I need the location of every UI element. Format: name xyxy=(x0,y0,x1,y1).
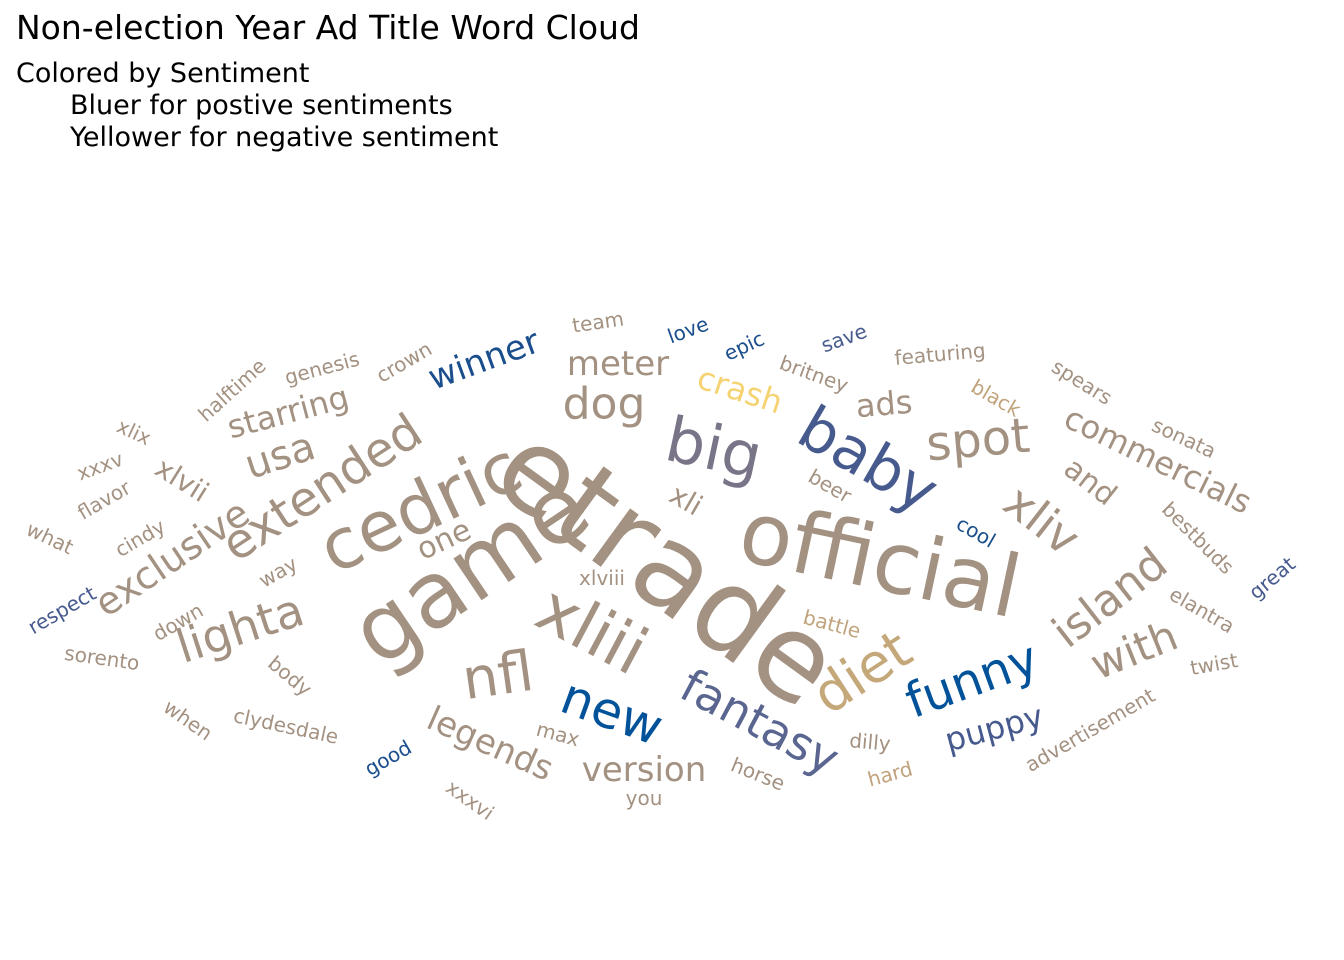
word-xxxvi: xxxvi xyxy=(441,775,498,825)
word-winner: winner xyxy=(423,321,545,398)
word-big: big xyxy=(659,402,768,493)
word-dilly: dilly xyxy=(848,728,891,756)
word-save: save xyxy=(818,319,870,358)
word-what: what xyxy=(23,517,78,560)
subtitle-line-3: Yellower for negative sentiment xyxy=(70,122,499,153)
word-spot: spot xyxy=(924,408,1032,473)
word-hard: hard xyxy=(865,757,915,792)
word-twist: twist xyxy=(1188,648,1240,680)
chart-subtitle: Colored by Sentiment Bluer for postive s… xyxy=(16,58,498,154)
word-featuring: featuring xyxy=(893,338,986,370)
subtitle-line-2: Bluer for postive sentiments xyxy=(70,90,453,121)
word-ads: ads xyxy=(854,383,914,426)
word-you: you xyxy=(626,786,663,810)
word-team: team xyxy=(571,307,626,338)
word-xlvii: xlvii xyxy=(149,451,214,509)
word-xlix: xlix xyxy=(113,414,155,451)
word-version: version xyxy=(582,750,707,790)
word-elantra: elantra xyxy=(1165,582,1239,638)
word-nfl: nfl xyxy=(458,639,537,713)
word-dog: dog xyxy=(563,379,646,430)
word-body: body xyxy=(263,651,316,701)
word-clydesdale: clydesdale xyxy=(231,703,340,749)
word-legends: legends xyxy=(421,699,559,790)
word-respect: respect xyxy=(24,581,101,639)
word-when: when xyxy=(159,695,217,746)
chart-title: Non-election Year Ad Title Word Cloud xyxy=(16,8,640,47)
word-meter: meter xyxy=(567,344,669,384)
word-love: love xyxy=(664,312,712,349)
word-great: great xyxy=(1244,552,1300,604)
subtitle-line-1: Colored by Sentiment xyxy=(16,58,310,89)
word-and: and xyxy=(1057,451,1123,513)
word-crown: crown xyxy=(372,337,436,388)
word-epic: epic xyxy=(720,326,768,365)
word-xlviii: xlviii xyxy=(579,566,625,590)
word-sorento: sorento xyxy=(63,641,141,675)
word-good: good xyxy=(360,735,415,781)
word-britney: britney xyxy=(776,351,851,398)
